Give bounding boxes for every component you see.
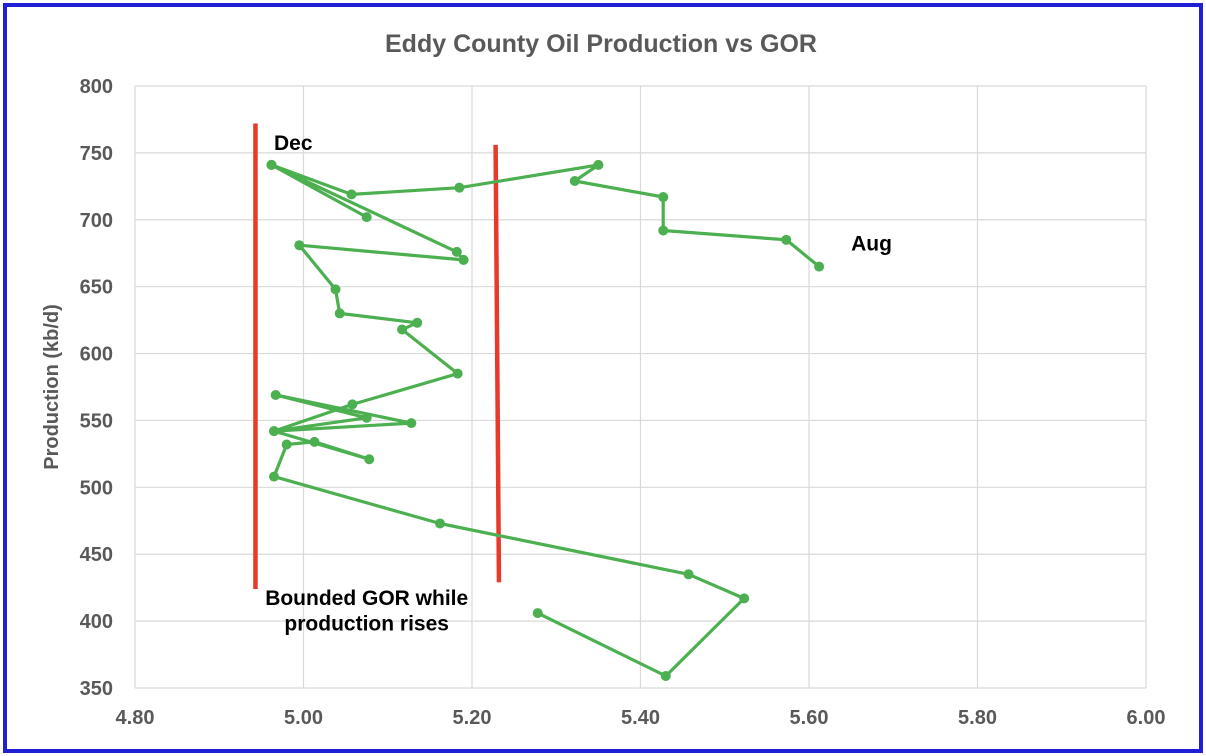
data-point [406,418,417,429]
y-tick-label: 800 [80,76,113,98]
data-point [361,412,372,423]
x-tick-label: 5.20 [453,707,492,729]
data-point [434,518,445,529]
data-point [361,212,372,223]
data-point [347,399,358,410]
annotation-label: production rises [284,612,449,635]
data-point [451,246,462,257]
y-tick-label: 400 [80,611,113,633]
data-point [658,225,669,236]
y-tick-label: 350 [80,678,113,700]
data-point [269,471,280,482]
series-production [266,159,825,681]
y-tick-label: 750 [80,143,113,165]
data-point [269,426,280,437]
annotation-label: Bounded GOR while [265,587,468,610]
data-point [364,454,375,465]
y-tick-label: 450 [80,544,113,566]
y-tick-label: 700 [80,210,113,232]
data-point [814,261,825,272]
series-line [269,163,821,678]
x-tick-label: 5.00 [284,707,323,729]
annotation-label: Aug [851,233,892,256]
y-axis-title: Production (kb/d) [41,304,63,470]
data-point [532,608,543,619]
x-tick-labels: 4.80 5.00 5.20 5.40 5.60 5.80 6.00 [116,707,1166,729]
chart-frame [3,3,1203,753]
data-point [593,159,604,170]
y-tick-label: 550 [80,410,113,432]
data-point [294,240,305,251]
x-tick-label: 4.80 [116,707,155,729]
data-point [569,175,580,186]
data-point [309,436,320,447]
reference-lines [253,123,502,590]
data-point [346,189,357,200]
x-tick-label: 5.40 [621,707,660,729]
data-point [281,439,292,450]
data-point [452,368,463,379]
data-point [739,593,750,604]
data-point [683,569,694,580]
data-point [266,159,277,170]
y-tick-label: 650 [80,277,113,299]
y-tick-label: 600 [80,344,113,366]
y-tick-label: 500 [80,477,113,499]
y-tick-labels: 350 400 450 500 550 600 650 700 750 800 [80,76,113,700]
data-point [660,670,671,681]
data-point [330,284,341,295]
data-point [334,308,345,319]
data-point [270,390,281,401]
data-point [781,234,792,245]
data-point [454,182,465,193]
data-point [397,324,408,335]
x-tick-label: 5.60 [790,707,829,729]
data-point [412,317,423,328]
annotation-label: Dec [274,132,313,155]
chart-title: Eddy County Oil Production vs GOR [385,30,817,58]
data-point [658,192,669,203]
data-point [458,254,469,265]
reference-line-2 [493,144,502,583]
x-tick-label: 5.80 [958,707,997,729]
x-tick-label: 6.00 [1127,707,1166,729]
